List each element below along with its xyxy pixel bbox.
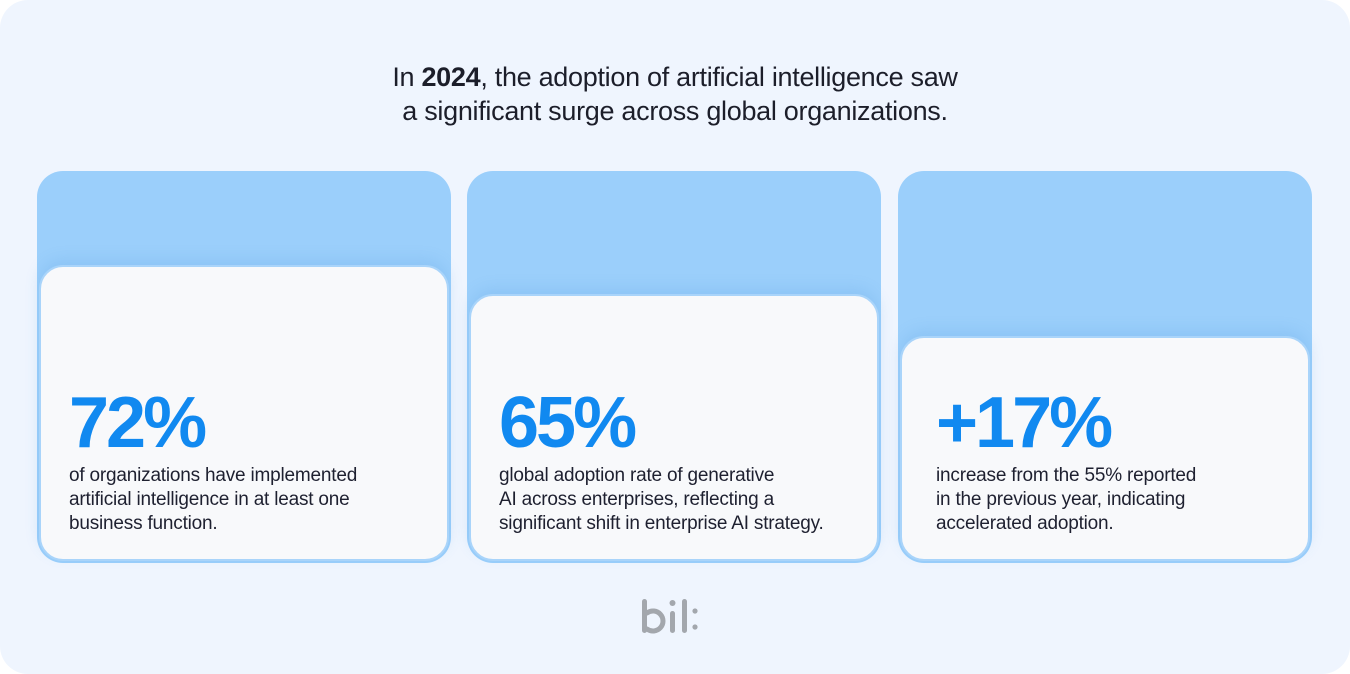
stat-description-3-line-2: in the previous year, indicating <box>936 489 1186 510</box>
stat-description-2-line-3: significant shift in enterprise AI strat… <box>499 513 824 534</box>
stat-value-3: +17% <box>936 383 1113 463</box>
stat-value-2: 65% <box>499 383 637 463</box>
stat-card-1-body: 72% of organizations have implemented ar… <box>39 265 449 561</box>
stat-description-2: global adoption rate of generative AI ac… <box>499 464 859 536</box>
stat-description-1-line-3: business function. <box>69 513 218 534</box>
stat-description-1-line-2: artificial intelligence in at least one <box>69 489 350 510</box>
stat-description-3-line-1: increase from the 55% reported <box>936 465 1197 486</box>
headline-line-1: In 2024, the adoption of artificial inte… <box>0 60 1350 94</box>
stat-description-1-line-1: of organizations have implemented <box>69 465 358 486</box>
stat-card-2-body: 65% global adoption rate of generative A… <box>469 294 879 561</box>
headline-suffix: , the adoption of artificial intelligenc… <box>480 62 958 92</box>
headline-year: 2024 <box>421 62 481 92</box>
headline: In 2024, the adoption of artificial inte… <box>0 60 1350 128</box>
stat-description-3: increase from the 55% reported in the pr… <box>936 464 1296 536</box>
stat-value-1: 72% <box>69 383 207 463</box>
stat-description-2-line-2: AI across enterprises, reflecting a <box>499 489 774 510</box>
bit-logo <box>642 599 698 634</box>
stat-description-2-line-1: global adoption rate of generative <box>499 465 775 486</box>
stat-card-3-body: +17% increase from the 55% reported in t… <box>900 336 1310 561</box>
stat-card-1: 72% of organizations have implemented ar… <box>37 171 451 563</box>
stat-card-3: +17% increase from the 55% reported in t… <box>898 171 1312 563</box>
stat-description-1: of organizations have implemented artifi… <box>69 464 429 536</box>
stat-description-3-line-3: accelerated adoption. <box>936 513 1114 534</box>
stat-card-2: 65% global adoption rate of generative A… <box>467 171 881 563</box>
headline-line-2: a significant surge across global organi… <box>402 96 948 126</box>
headline-prefix: In <box>392 62 422 92</box>
